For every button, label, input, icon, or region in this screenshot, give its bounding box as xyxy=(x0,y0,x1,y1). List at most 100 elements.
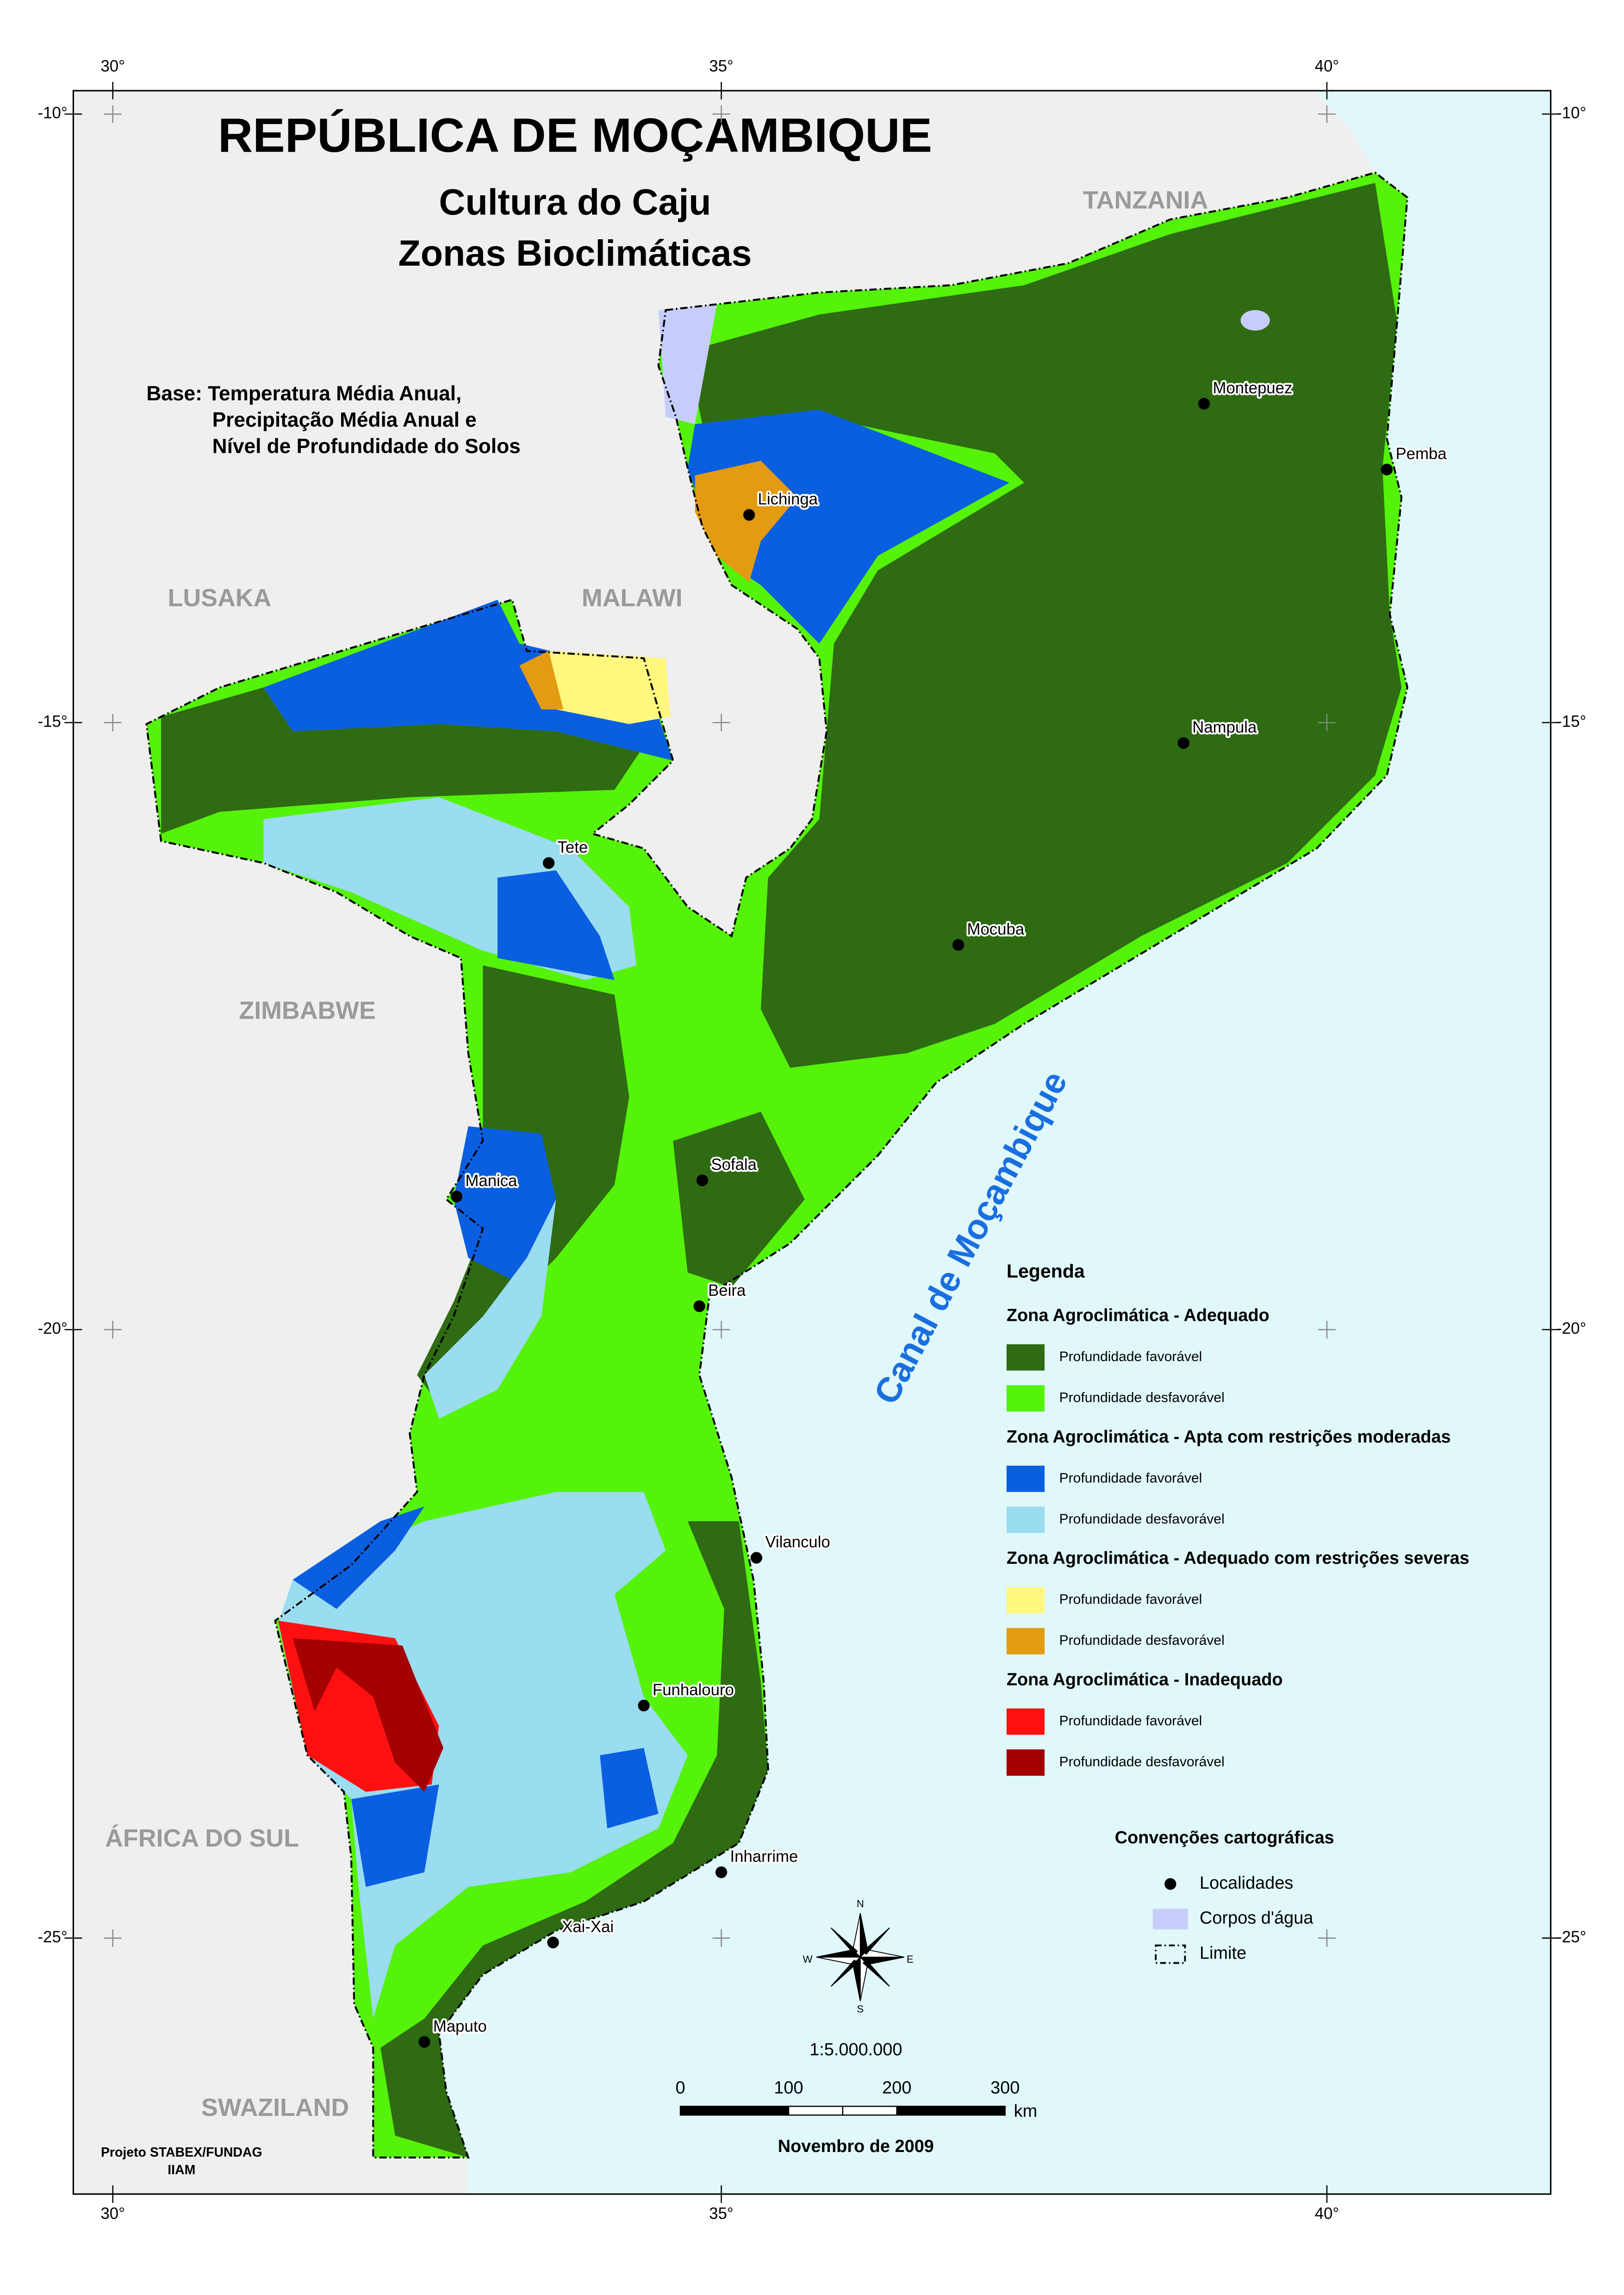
longitude-label: 35° xyxy=(709,2205,734,2222)
place-marker xyxy=(542,857,555,869)
latitude-label: -25° xyxy=(38,1928,68,1946)
place-marker xyxy=(638,1699,650,1711)
scale-segment xyxy=(950,2106,1006,2116)
legend-swatch xyxy=(1006,1506,1045,1533)
compass-point xyxy=(830,1927,858,1955)
compass-point xyxy=(830,1959,858,1987)
graticule-cross xyxy=(712,105,730,123)
place-marker xyxy=(1177,737,1189,749)
country-label: MALAWI xyxy=(582,584,683,612)
compass-point xyxy=(862,1959,890,1987)
legend-label: Profundidade favorável xyxy=(1059,1349,1202,1364)
compass-letter: W xyxy=(803,1953,813,1965)
compass-point xyxy=(859,1949,904,1958)
place-marker xyxy=(693,1300,705,1312)
place-marker xyxy=(750,1552,763,1564)
graticule-cross xyxy=(104,1321,122,1338)
place-marker xyxy=(1381,463,1393,476)
compass-star xyxy=(816,1913,904,2001)
scale-tick: 0 xyxy=(675,2078,685,2097)
scale-tick: 300 xyxy=(990,2078,1020,2097)
graticule-cross xyxy=(104,1929,122,1947)
legend-label: Profundidade desfavorável xyxy=(1059,1390,1225,1405)
zone xyxy=(497,870,615,980)
place-label: Tete xyxy=(558,839,588,856)
place-label: Inharrime xyxy=(730,1848,798,1866)
place-label: Maputo xyxy=(433,2018,487,2035)
legend-title: Legenda xyxy=(1007,1261,1085,1282)
latitude-label: -10° xyxy=(1556,105,1586,122)
latitude-label: -20° xyxy=(1556,1320,1586,1337)
place-label: Beira xyxy=(708,1282,746,1300)
base-note: Nível de Profundidade do Solos xyxy=(212,435,521,458)
latitude-label: -10° xyxy=(38,105,68,122)
legend-swatch xyxy=(1006,1385,1045,1412)
convention-label: Limite xyxy=(1200,1944,1246,1963)
graticule-cross xyxy=(712,1321,730,1338)
country-label: LUSAKA xyxy=(168,584,272,612)
graticule-cross xyxy=(104,105,122,123)
scale-segment xyxy=(842,2106,898,2116)
legend-label: Profundidade desfavorável xyxy=(1059,1633,1225,1648)
legend-label: Profundidade favorável xyxy=(1059,1592,1202,1607)
subtitle: Cultura do Caju xyxy=(439,181,711,222)
graticule-cross xyxy=(712,714,730,732)
country-label: ÁFRICA DO SUL xyxy=(105,1824,299,1852)
zone xyxy=(695,460,797,582)
legend-heading: Zona Agroclimática - Inadequado xyxy=(1007,1670,1283,1690)
latitude-label: -15° xyxy=(38,713,68,731)
legend-swatch xyxy=(1006,1749,1045,1776)
zone xyxy=(519,651,564,709)
latitude-label: -20° xyxy=(38,1320,68,1337)
conventions-title: Convenções cartográficas xyxy=(1115,1828,1334,1847)
legend-heading: Zona Agroclimática - Apta com restrições… xyxy=(1007,1427,1451,1447)
base-note: Base: Temperatura Média Anual, xyxy=(146,382,461,405)
date: Novembro de 2009 xyxy=(778,2137,934,2156)
compass-point xyxy=(816,1956,862,1965)
zone xyxy=(161,687,644,834)
graticule-cross xyxy=(1318,105,1336,123)
legend-heading: Zona Agroclimática - Adequado com restri… xyxy=(1007,1549,1469,1568)
zone xyxy=(380,1521,768,2158)
title: REPÚBLICA DE MOÇAMBIQUE xyxy=(218,109,932,162)
latitude-label: -15° xyxy=(1556,713,1586,731)
zone xyxy=(687,183,1402,1068)
zone xyxy=(424,1199,556,1419)
scale-segment xyxy=(788,2106,844,2116)
graticule-cross xyxy=(104,714,122,732)
scale-segment xyxy=(679,2106,735,2116)
place-marker xyxy=(1198,398,1210,410)
place-label: Mocuba xyxy=(967,920,1025,938)
place-label: Montepuez xyxy=(1213,379,1293,397)
place-marker xyxy=(715,1866,728,1878)
subtitle: Zonas Bioclimáticas xyxy=(398,232,752,274)
place-marker xyxy=(952,939,964,951)
country-label: TANZANIA xyxy=(1083,186,1208,214)
place-label: Vilanculo xyxy=(765,1534,830,1551)
zone xyxy=(673,1112,805,1287)
scale-tick: 100 xyxy=(774,2078,803,2097)
legend-swatch xyxy=(1006,1465,1045,1492)
legend-label: Profundidade favorável xyxy=(1059,1713,1202,1729)
legend-label: Profundidade desfavorável xyxy=(1059,1511,1225,1527)
credits: IIAM xyxy=(168,2163,195,2177)
scale-tick: 200 xyxy=(882,2078,911,2097)
convention-label: Corpos d'água xyxy=(1200,1909,1313,1928)
compass-letter: E xyxy=(907,1953,914,1965)
place-label: Pemba xyxy=(1396,445,1447,463)
border xyxy=(145,171,1409,2158)
place-marker xyxy=(450,1190,463,1203)
zone xyxy=(263,599,673,761)
legend-label: Profundidade favorável xyxy=(1059,1470,1202,1486)
place-label: Xai-Xai xyxy=(562,1918,614,1936)
country-label: ZIMBABWE xyxy=(239,996,375,1024)
graticule-cross xyxy=(1318,714,1336,732)
scale-unit: km xyxy=(1014,2102,1038,2121)
scale-segment xyxy=(734,2106,790,2116)
zone xyxy=(600,1748,659,1829)
zones xyxy=(146,172,1407,2158)
zone xyxy=(454,1126,556,1287)
